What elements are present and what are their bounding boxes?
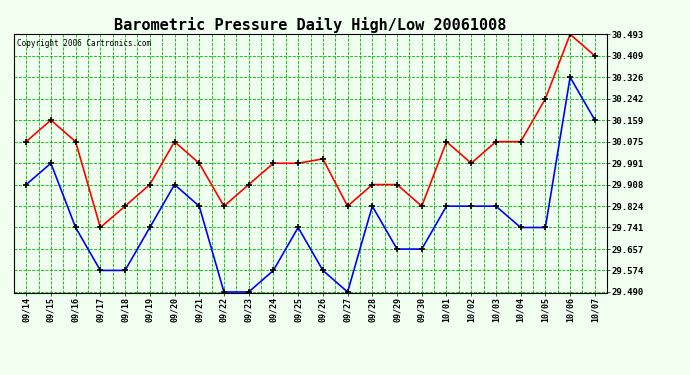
Title: Barometric Pressure Daily High/Low 20061008: Barometric Pressure Daily High/Low 20061… xyxy=(115,16,506,33)
Text: Copyright 2006 Cartronics.com: Copyright 2006 Cartronics.com xyxy=(17,39,151,48)
